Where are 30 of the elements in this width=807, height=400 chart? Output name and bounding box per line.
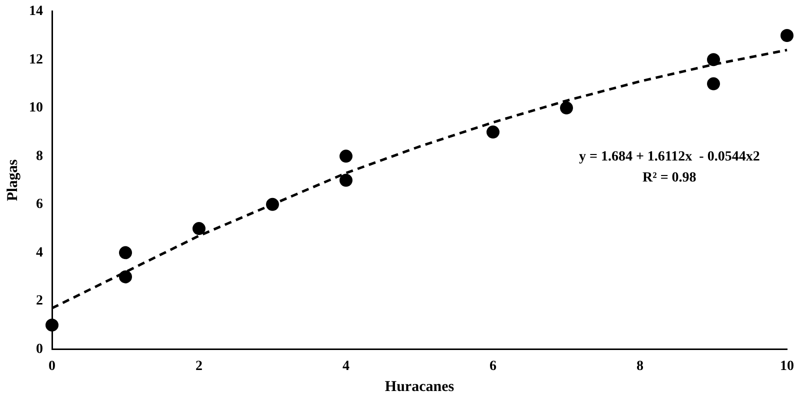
point [486, 126, 500, 139]
y-tick-label: 12 [29, 52, 43, 68]
x-tick-label: 4 [342, 359, 350, 374]
x-tick-label: 6 [490, 359, 496, 374]
point [780, 29, 794, 42]
y-tick-label: 6 [36, 197, 43, 212]
point [707, 53, 720, 66]
x-tick-label: 10 [780, 359, 794, 374]
point [340, 150, 352, 163]
y-tick-label: 14 [29, 4, 43, 20]
point [119, 246, 132, 260]
point [119, 270, 132, 284]
y-tick-label: 10 [29, 100, 43, 116]
y-tick-label: 2 [36, 294, 43, 309]
x-tick-label: 8 [636, 359, 644, 374]
point [707, 77, 720, 90]
annotation: R² = 0.98 [642, 170, 696, 186]
point [266, 198, 279, 211]
y-tick-label: 8 [36, 148, 43, 164]
point [560, 101, 573, 114]
point [192, 222, 206, 236]
y-tick-label: 0 [36, 342, 43, 357]
point [340, 174, 352, 187]
x-tick-label: 0 [48, 359, 56, 374]
y-axis-title: Plagas [4, 159, 21, 202]
x-axis-title: Huracanes [384, 378, 454, 395]
x-tick-label: 2 [196, 359, 202, 374]
annotation: y = 1.684 + 1.6112x - 0.0544x2 [578, 149, 760, 164]
point [46, 318, 58, 332]
y-tick-label: 4 [36, 245, 43, 260]
